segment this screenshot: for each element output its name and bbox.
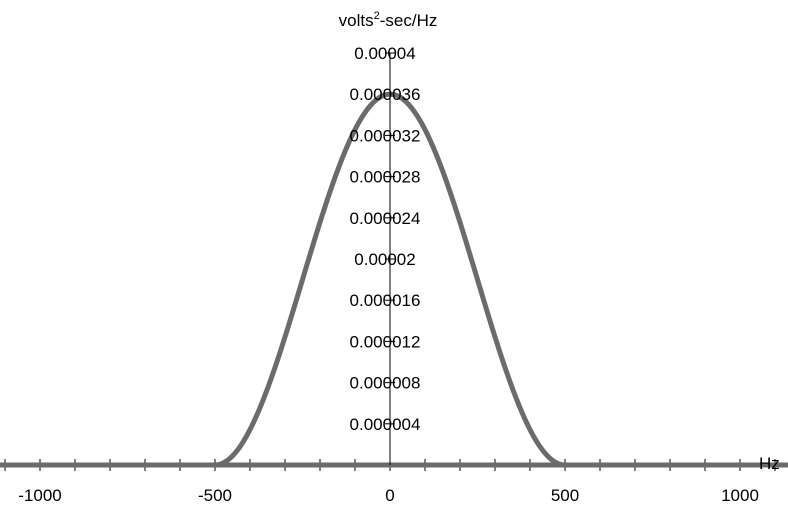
x-tick-label: 0 bbox=[385, 486, 394, 505]
y-tick-label: 0.00004 bbox=[354, 44, 415, 63]
x-tick-label: 1000 bbox=[721, 486, 759, 505]
y-tick-label: 0.000008 bbox=[350, 374, 421, 393]
y-tick-label: 0.000028 bbox=[350, 168, 421, 187]
y-axis-label: volts2-sec/Hz bbox=[339, 10, 438, 30]
x-axis-label: Hz bbox=[759, 454, 780, 473]
tick-labels: -1500-1000-5000500100015000.0000040.0000… bbox=[18, 44, 759, 505]
x-tick-label: 500 bbox=[551, 486, 579, 505]
y-tick-label: 0.000004 bbox=[350, 415, 421, 434]
y-axis-label-main: volts bbox=[339, 11, 374, 30]
y-axis-label-sup: 2 bbox=[374, 10, 380, 22]
y-axis-label-rest: -sec/Hz bbox=[380, 11, 438, 30]
x-tick-label: -1000 bbox=[18, 486, 61, 505]
y-tick-label: 0.000032 bbox=[350, 126, 421, 145]
x-tick-label: -500 bbox=[198, 486, 232, 505]
y-tick-label: 0.00002 bbox=[354, 250, 415, 269]
y-tick-label: 0.000012 bbox=[350, 332, 421, 351]
y-tick-label: 0.000024 bbox=[350, 209, 421, 228]
y-tick-label: 0.000016 bbox=[350, 291, 421, 310]
y-tick-label: 0.000036 bbox=[350, 85, 421, 104]
